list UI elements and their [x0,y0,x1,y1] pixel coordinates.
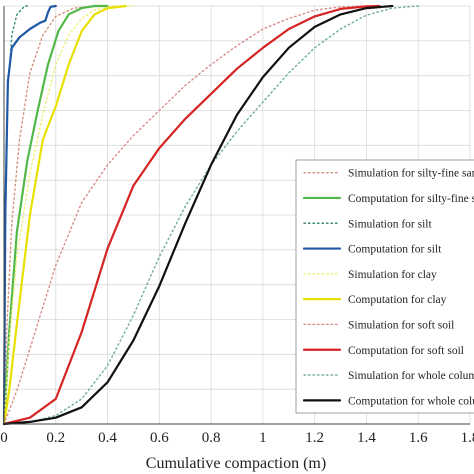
legend-label: Computation for whole column [348,395,474,407]
series-line [3,5,96,425]
series-line [2,4,127,426]
legend-label: Simulation for silt [348,218,433,230]
x-tick-label: 1 [259,430,267,446]
x-axis-label: Cumulative compaction (m) [146,455,326,472]
legend-label: Simulation for silty-fine sand [348,168,474,180]
legend-label: Computation for silty-fine sand [348,193,474,205]
legend-label: Computation for soft soil [348,345,464,357]
x-tick-label: 0 [0,430,8,446]
x-tick-labels: 0 0.2 0.4 0.6 0.8 1 1.2 1.4 1.6 1.8 [0,430,474,446]
x-tick-label: 0.4 [98,430,117,446]
x-tick-label: 1.6 [409,430,428,446]
series-line [2,4,381,426]
legend-label: Simulation for whole column [348,370,474,382]
legend-label: Simulation for clay [348,269,437,281]
x-tick-label: 1.8 [461,430,474,446]
x-tick-label: 0.6 [150,430,169,446]
series-line [2,4,57,426]
series-line [3,5,31,425]
legend-label: Computation for clay [348,294,447,306]
legend: Simulation for silty-fine sand Computatio… [295,159,474,414]
x-tick-label: 1.4 [357,430,376,446]
series-line [3,5,368,425]
x-tick-label: 0.2 [46,430,65,446]
x-tick-label: 1.2 [305,430,324,446]
x-tick-label: 0.8 [202,430,221,446]
series-line [3,5,135,425]
series-lines [2,4,419,426]
series-line [2,4,394,426]
series-line [2,4,109,426]
legend-label: Computation for silt [348,244,442,256]
legend-box [295,159,474,414]
legend-label: Simulation for soft soil [348,319,454,331]
